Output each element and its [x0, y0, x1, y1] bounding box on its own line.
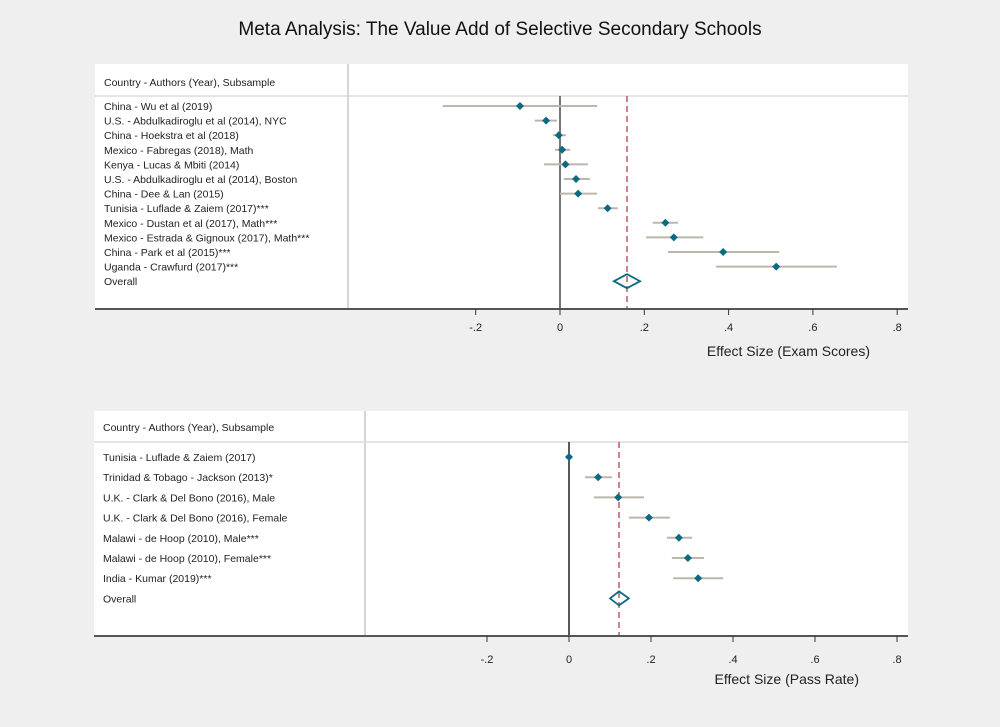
study-label: India - Kumar (2019)*** — [103, 573, 212, 585]
x-tick-label: .8 — [893, 322, 902, 334]
study-label: China - Park et al (2015)*** — [104, 247, 231, 259]
study-label: Trinidad & Tobago - Jackson (2013)* — [103, 472, 273, 484]
study-label: Mexico - Estrada & Gignoux (2017), Math*… — [104, 232, 309, 244]
study-label: Kenya - Lucas & Mbiti (2014) — [104, 159, 239, 171]
study-label: Tunisia - Luflade & Zaiem (2017)*** — [104, 203, 269, 215]
effect-point — [694, 574, 703, 583]
effect-point — [515, 102, 524, 110]
effect-point — [674, 533, 683, 542]
effect-point — [644, 513, 653, 522]
x-tick-label: 0 — [566, 654, 572, 666]
effect-point — [683, 554, 692, 562]
study-label: Mexico - Fabregas (2018), Math — [104, 145, 254, 157]
study-label: Tunisia - Luflade & Zaiem (2017) — [103, 452, 256, 464]
study-label: Uganda - Crawfurd (2017)*** — [104, 262, 238, 274]
study-label: U.S. - Abdulkadiroglu et al (2014), Bost… — [104, 174, 297, 186]
effect-point — [614, 493, 623, 502]
effect-point — [558, 145, 567, 154]
x-tick-label: -.2 — [469, 322, 482, 334]
column-header: Country - Authors (Year), Subsample — [103, 422, 274, 434]
overall-diamond — [608, 590, 631, 607]
effect-point — [554, 131, 563, 140]
effect-point — [542, 116, 551, 125]
study-label: China - Wu et al (2019) — [104, 101, 212, 113]
study-label: China - Dee & Lan (2015) — [104, 189, 224, 201]
study-label: Malawi - de Hoop (2010), Male*** — [103, 533, 259, 545]
x-tick-label: .2 — [640, 322, 649, 334]
study-label: U.K. - Clark & Del Bono (2016), Male — [103, 492, 275, 504]
effect-point — [772, 262, 781, 271]
effect-point — [669, 233, 678, 242]
chart-title: Meta Analysis: The Value Add of Selectiv… — [238, 19, 762, 40]
study-label: China - Hoekstra et al (2018) — [104, 130, 239, 142]
x-tick-label: -.2 — [481, 654, 494, 666]
effect-point — [572, 175, 581, 183]
forest-plot-panel-2: Country - Authors (Year), Subsample Tunis… — [94, 411, 908, 687]
overall-label: Overall — [103, 593, 136, 605]
overall-diamond — [612, 273, 642, 290]
column-header: Country - Authors (Year), Subsample — [104, 77, 275, 89]
x-tick-label: .2 — [646, 654, 655, 666]
study-label: Mexico - Dustan et al (2017), Math*** — [104, 218, 277, 230]
plot-region — [94, 411, 908, 636]
effect-point — [565, 453, 573, 461]
x-tick-label: 0 — [557, 322, 563, 334]
study-label: U.K. - Clark & Del Bono (2016), Female — [103, 513, 288, 525]
effect-point — [661, 218, 670, 227]
forest-plot-panel-1: Country - Authors (Year), Subsample China… — [95, 64, 908, 359]
effect-point — [594, 473, 603, 482]
x-axis-label: Effect Size (Pass Rate) — [715, 671, 859, 687]
x-axis-label: Effect Size (Exam Scores) — [707, 343, 870, 359]
study-label: U.S. - Abdulkadiroglu et al (2014), NYC — [104, 116, 287, 128]
plot-region — [95, 64, 908, 309]
effect-point — [574, 189, 583, 198]
effect-point — [561, 160, 570, 169]
overall-label: Overall — [104, 276, 137, 288]
x-tick-label: .4 — [724, 322, 733, 334]
effect-point — [603, 204, 612, 213]
x-tick-label: .6 — [808, 322, 817, 334]
study-label: Malawi - de Hoop (2010), Female*** — [103, 553, 271, 565]
x-tick-label: .4 — [728, 654, 737, 666]
x-tick-label: .6 — [810, 654, 819, 666]
effect-point — [719, 248, 728, 256]
x-tick-label: .8 — [892, 654, 901, 666]
